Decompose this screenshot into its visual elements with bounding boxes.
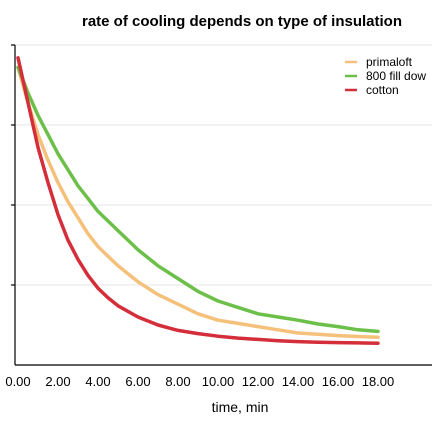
x-tick-label: 16.00 [322, 374, 355, 389]
gridlines [11, 44, 432, 286]
series-line [16, 65, 380, 334]
chart-title: rate of cooling depends on type of insul… [82, 13, 402, 30]
series-group [16, 56, 380, 345]
x-tick-label: 18.00 [362, 374, 395, 389]
series-line [16, 65, 380, 339]
x-tick-label: 10.00 [202, 374, 235, 389]
x-tick-label: 6.00 [125, 374, 150, 389]
legend-label: cotton [366, 83, 399, 97]
x-tick-label: 0.00 [5, 374, 30, 389]
x-axis-label: time, min [212, 399, 269, 415]
series-line [16, 56, 380, 345]
x-tick-label: 12.00 [242, 374, 275, 389]
x-tick-label: 8.00 [165, 374, 190, 389]
x-tick-label: 4.00 [85, 374, 110, 389]
x-tick-label: 14.00 [282, 374, 315, 389]
legend-label: primaloft [366, 55, 413, 69]
x-tick-labels: 0.00 2.00 4.00 6.00 8.00 10.00 12.00 14.00 16.00… [5, 374, 394, 389]
legend-label: 800 fill dow [366, 69, 426, 83]
x-tick-label: 2.00 [45, 374, 70, 389]
